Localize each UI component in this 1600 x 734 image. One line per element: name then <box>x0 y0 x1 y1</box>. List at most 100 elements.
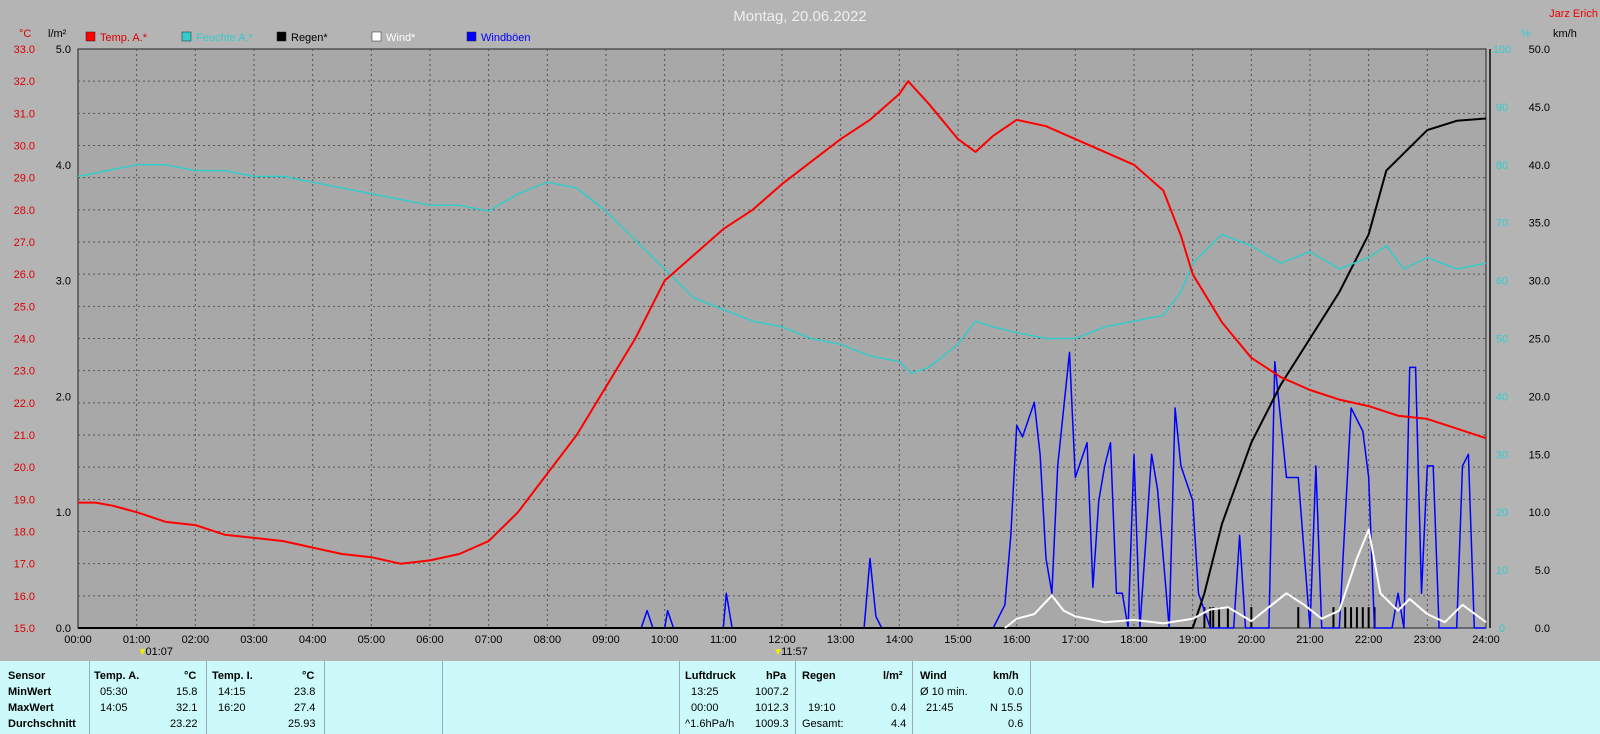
time-tick-label: 03:00 <box>240 634 268 646</box>
time-tick-label: 14:00 <box>886 634 914 646</box>
temp-tick-label: 32.0 <box>14 76 35 88</box>
sunrise-marker-icon: ▼ <box>138 647 148 658</box>
wind-mean-value: 0.6 <box>1008 718 1024 730</box>
hum-tick-label: 70 <box>1496 218 1508 230</box>
temp-tick-label: 28.0 <box>14 205 35 217</box>
temp-a-avg-value: 23.22 <box>170 718 198 730</box>
temp-i-avg-value: 25.93 <box>288 718 316 730</box>
rain-total-label: Gesamt: <box>802 718 844 730</box>
series-line-regen <box>78 117 1487 629</box>
rain-max-value: 0.4 <box>891 702 907 714</box>
rain-tick-label: 1.0 <box>56 507 71 519</box>
author-label: Jarz Erich <box>1549 8 1598 20</box>
time-tick-label: 20:00 <box>1238 634 1266 646</box>
time-tick-label: 08:00 <box>534 634 562 646</box>
time-tick-label: 21:00 <box>1296 634 1324 646</box>
rain-tick-label: 4.0 <box>56 160 71 172</box>
hum-tick-label: 30 <box>1496 449 1508 461</box>
time-tick-label: 11:00 <box>710 634 737 646</box>
pressure-min-value: 1007.2 <box>755 686 789 698</box>
pressure-trend: ^1.6hPa/h <box>685 718 735 730</box>
series-line-tempa <box>78 80 1487 565</box>
time-tick-label: 05:00 <box>358 634 386 646</box>
legend-swatch <box>181 31 192 42</box>
table-divider <box>912 661 913 734</box>
temp-i-min-time: 14:15 <box>218 686 246 698</box>
row-label-max: MaxWert <box>8 702 54 714</box>
temp-tick-label: 20.0 <box>14 462 35 474</box>
time-tick-label: 16:00 <box>1003 634 1031 646</box>
hum-unit-label: % <box>1521 28 1531 40</box>
temp-tick-label: 25.0 <box>14 301 35 313</box>
table-divider <box>442 661 443 734</box>
temp-i-unit: °C <box>302 670 315 682</box>
temp-tick-label: 16.0 <box>14 591 35 603</box>
temp-a-max-value: 32.1 <box>176 702 198 714</box>
hum-tick-label: 60 <box>1496 276 1508 288</box>
temp-tick-label: 23.0 <box>14 366 35 378</box>
temp-a-max-time: 14:05 <box>100 702 128 714</box>
temp-a-header: Temp. A. <box>94 670 140 682</box>
temp-tick-label: 18.0 <box>14 527 35 539</box>
rain-tick-label: 0.0 <box>56 623 71 635</box>
table-divider <box>1030 661 1031 734</box>
temp-tick-label: 17.0 <box>14 559 35 571</box>
time-tick-label: 13:00 <box>827 634 855 646</box>
sunset-marker-icon: ▼ <box>773 647 783 658</box>
table-divider <box>795 661 796 734</box>
rain-tick-label: 5.0 <box>56 44 71 56</box>
legend-label: Windböen <box>481 32 531 44</box>
temp-tick-label: 29.0 <box>14 173 35 185</box>
legend-label: Regen* <box>291 32 328 44</box>
legend-swatch <box>85 31 96 42</box>
temp-tick-label: 26.0 <box>14 269 35 281</box>
wind-max-value: N 15.5 <box>990 702 1023 714</box>
wind-tick-label: 0.0 <box>1535 623 1550 635</box>
legend-label: Temp. A.* <box>100 32 148 44</box>
time-tick-label: 12:00 <box>768 634 796 646</box>
temp-tick-label: 33.0 <box>14 44 35 56</box>
temp-tick-label: 15.0 <box>14 623 35 635</box>
wind-tick-label: 50.0 <box>1529 44 1550 56</box>
rain-tick-label: 2.0 <box>56 391 71 403</box>
time-tick-label: 01:00 <box>123 634 151 646</box>
wind-tick-label: 35.0 <box>1529 218 1550 230</box>
wind-tick-label: 45.0 <box>1529 102 1550 114</box>
temp-tick-label: 22.0 <box>14 398 35 410</box>
pressure-header: Luftdruck <box>685 670 736 682</box>
hum-tick-label: 90 <box>1496 102 1508 114</box>
wind-unit-label: km/h <box>1553 28 1577 40</box>
hum-tick-label: 0 <box>1499 623 1505 635</box>
temp-tick-label: 21.0 <box>14 430 35 442</box>
row-label-avg: Durchschnitt <box>8 718 76 730</box>
wind-unit: km/h <box>993 670 1019 682</box>
time-tick-label: 24:00 <box>1472 634 1500 646</box>
hum-tick-label: 80 <box>1496 160 1508 172</box>
temp-tick-label: 19.0 <box>14 494 35 506</box>
wind-tick-label: 40.0 <box>1529 160 1550 172</box>
rain-unit-label: l/m² <box>48 28 67 40</box>
sensor-header: Sensor <box>8 670 46 682</box>
temp-i-min-value: 23.8 <box>294 686 316 698</box>
time-tick-label: 07:00 <box>475 634 503 646</box>
time-tick-label: 23:00 <box>1414 634 1442 646</box>
temp-tick-label: 24.0 <box>14 334 35 346</box>
temp-a-min-time: 05:30 <box>100 686 128 698</box>
rain-unit: l/m² <box>883 670 903 682</box>
time-tick-label: 04:00 <box>299 634 327 646</box>
hum-tick-label: 100 <box>1493 44 1511 56</box>
temp-i-max-time: 16:20 <box>218 702 246 714</box>
temp-a-unit: °C <box>184 670 197 682</box>
legend-swatch <box>466 31 477 42</box>
temp-i-max-value: 27.4 <box>294 702 316 714</box>
hum-tick-label: 20 <box>1496 507 1508 519</box>
rain-tick-label: 3.0 <box>56 276 71 288</box>
hum-tick-label: 50 <box>1496 334 1508 346</box>
wind-avg-value: 0.0 <box>1008 686 1024 698</box>
time-tick-label: 09:00 <box>592 634 620 646</box>
time-tick-label: 18:00 <box>1120 634 1148 646</box>
time-tick-label: 06:00 <box>416 634 444 646</box>
series-line-windben <box>78 351 1486 629</box>
temp-tick-label: 30.0 <box>14 141 35 153</box>
sunset-marker-label: 11:57 <box>781 646 808 658</box>
